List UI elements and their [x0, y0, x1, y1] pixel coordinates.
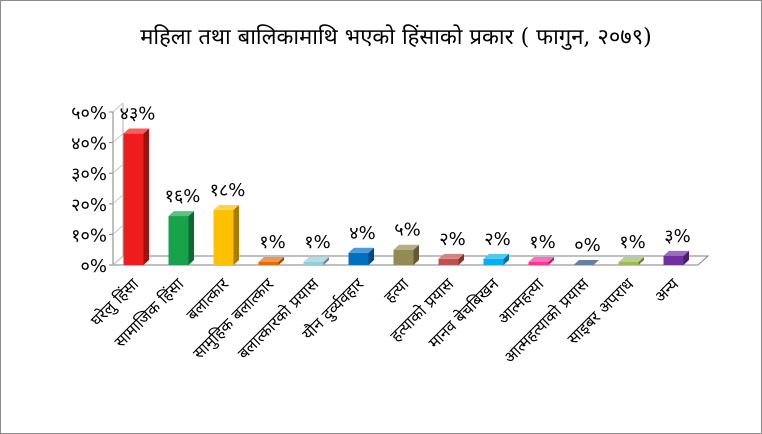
bar-front — [168, 216, 189, 265]
bar-side — [638, 256, 644, 265]
y-tick-side — [112, 102, 124, 113]
y-tick-label: ३०% — [71, 164, 107, 185]
bar-front — [618, 261, 639, 265]
y-axis-ticks: ०% १०% २०% ३०% ४०% ५०% — [71, 102, 124, 277]
data-label: १% — [619, 232, 645, 253]
bar-front — [393, 249, 414, 265]
bar-top — [123, 128, 149, 134]
y-tick-label: ५०% — [71, 103, 107, 124]
bar-front — [528, 261, 549, 265]
bar-top — [573, 260, 599, 265]
data-label: १% — [259, 232, 285, 253]
y-tick-side — [112, 225, 124, 235]
bar-5 — [303, 256, 329, 265]
bar-9 — [483, 253, 509, 265]
bar-front — [258, 261, 279, 265]
bar-side — [458, 253, 464, 265]
data-label: २% — [484, 229, 510, 250]
bar-13 — [663, 250, 689, 265]
x-tick-label: हत्या — [380, 274, 413, 307]
bar-front — [303, 261, 324, 265]
bar-side — [233, 204, 239, 265]
bar-2 — [168, 211, 194, 265]
data-label: १% — [304, 232, 330, 253]
bar-top — [303, 256, 329, 262]
bar-11 — [573, 260, 599, 265]
y-tick-label: २०% — [71, 195, 107, 216]
bar-12 — [618, 256, 644, 265]
bar-front — [663, 255, 684, 265]
bar-side — [503, 253, 509, 265]
bar-front — [213, 209, 234, 265]
y-tick-side — [112, 255, 124, 266]
bar-top — [213, 204, 239, 210]
bar-side — [683, 250, 689, 265]
data-label: २% — [439, 229, 465, 250]
bar-7 — [393, 244, 419, 265]
x-tick-label: अन्य — [650, 274, 682, 306]
bar-top — [483, 253, 509, 259]
bar-top — [258, 256, 284, 262]
bar-side — [323, 256, 329, 265]
data-label: १६% — [165, 186, 201, 207]
bar-top — [528, 256, 554, 262]
y-tick-label: १०% — [71, 225, 107, 246]
bar-side — [143, 128, 149, 265]
bar-front — [348, 252, 369, 265]
bar-10 — [528, 256, 554, 265]
bar-6 — [348, 247, 374, 265]
bar-side — [548, 256, 554, 265]
bar-side — [278, 256, 284, 265]
bar-side — [413, 244, 419, 265]
bar-front — [123, 133, 144, 265]
y-tick-side — [112, 163, 124, 174]
y-tick-label: ४०% — [71, 134, 107, 155]
bar-top — [618, 256, 644, 262]
bar-side — [368, 247, 374, 265]
x-axis-labels: घरेलु हिंसासामाजिक हिंसाबलात्कारसामुहिक … — [87, 274, 683, 367]
chart-title: महिला तथा बालिकामाथि भएको हिंसाको प्रकार… — [140, 25, 652, 50]
bars — [123, 128, 689, 265]
bar-top — [393, 244, 419, 250]
bar-3 — [213, 204, 239, 265]
bar-top — [168, 211, 194, 217]
bar-4 — [258, 256, 284, 265]
y-tick-side — [112, 194, 124, 205]
data-label: ३% — [664, 226, 690, 247]
data-label: ५% — [394, 220, 420, 241]
y-tick-side — [112, 133, 124, 143]
data-label: १% — [529, 232, 555, 253]
bar-side — [188, 211, 194, 265]
bar-top — [663, 250, 689, 256]
bar-8 — [438, 253, 464, 265]
bar-front — [438, 258, 459, 265]
y-tick-label: ०% — [81, 256, 107, 277]
bar-1 — [123, 128, 149, 265]
data-label: ४% — [349, 223, 375, 244]
bar-top — [438, 253, 464, 259]
data-label: ०% — [574, 235, 600, 256]
data-label: १८% — [210, 180, 246, 201]
bar-front — [483, 258, 504, 265]
data-label: ४३% — [120, 103, 156, 124]
bar-top — [348, 247, 374, 253]
data-labels: ४३% १६% १८% १% १% ४% ५% २% २% १% ०% १% ३% — [120, 103, 691, 256]
